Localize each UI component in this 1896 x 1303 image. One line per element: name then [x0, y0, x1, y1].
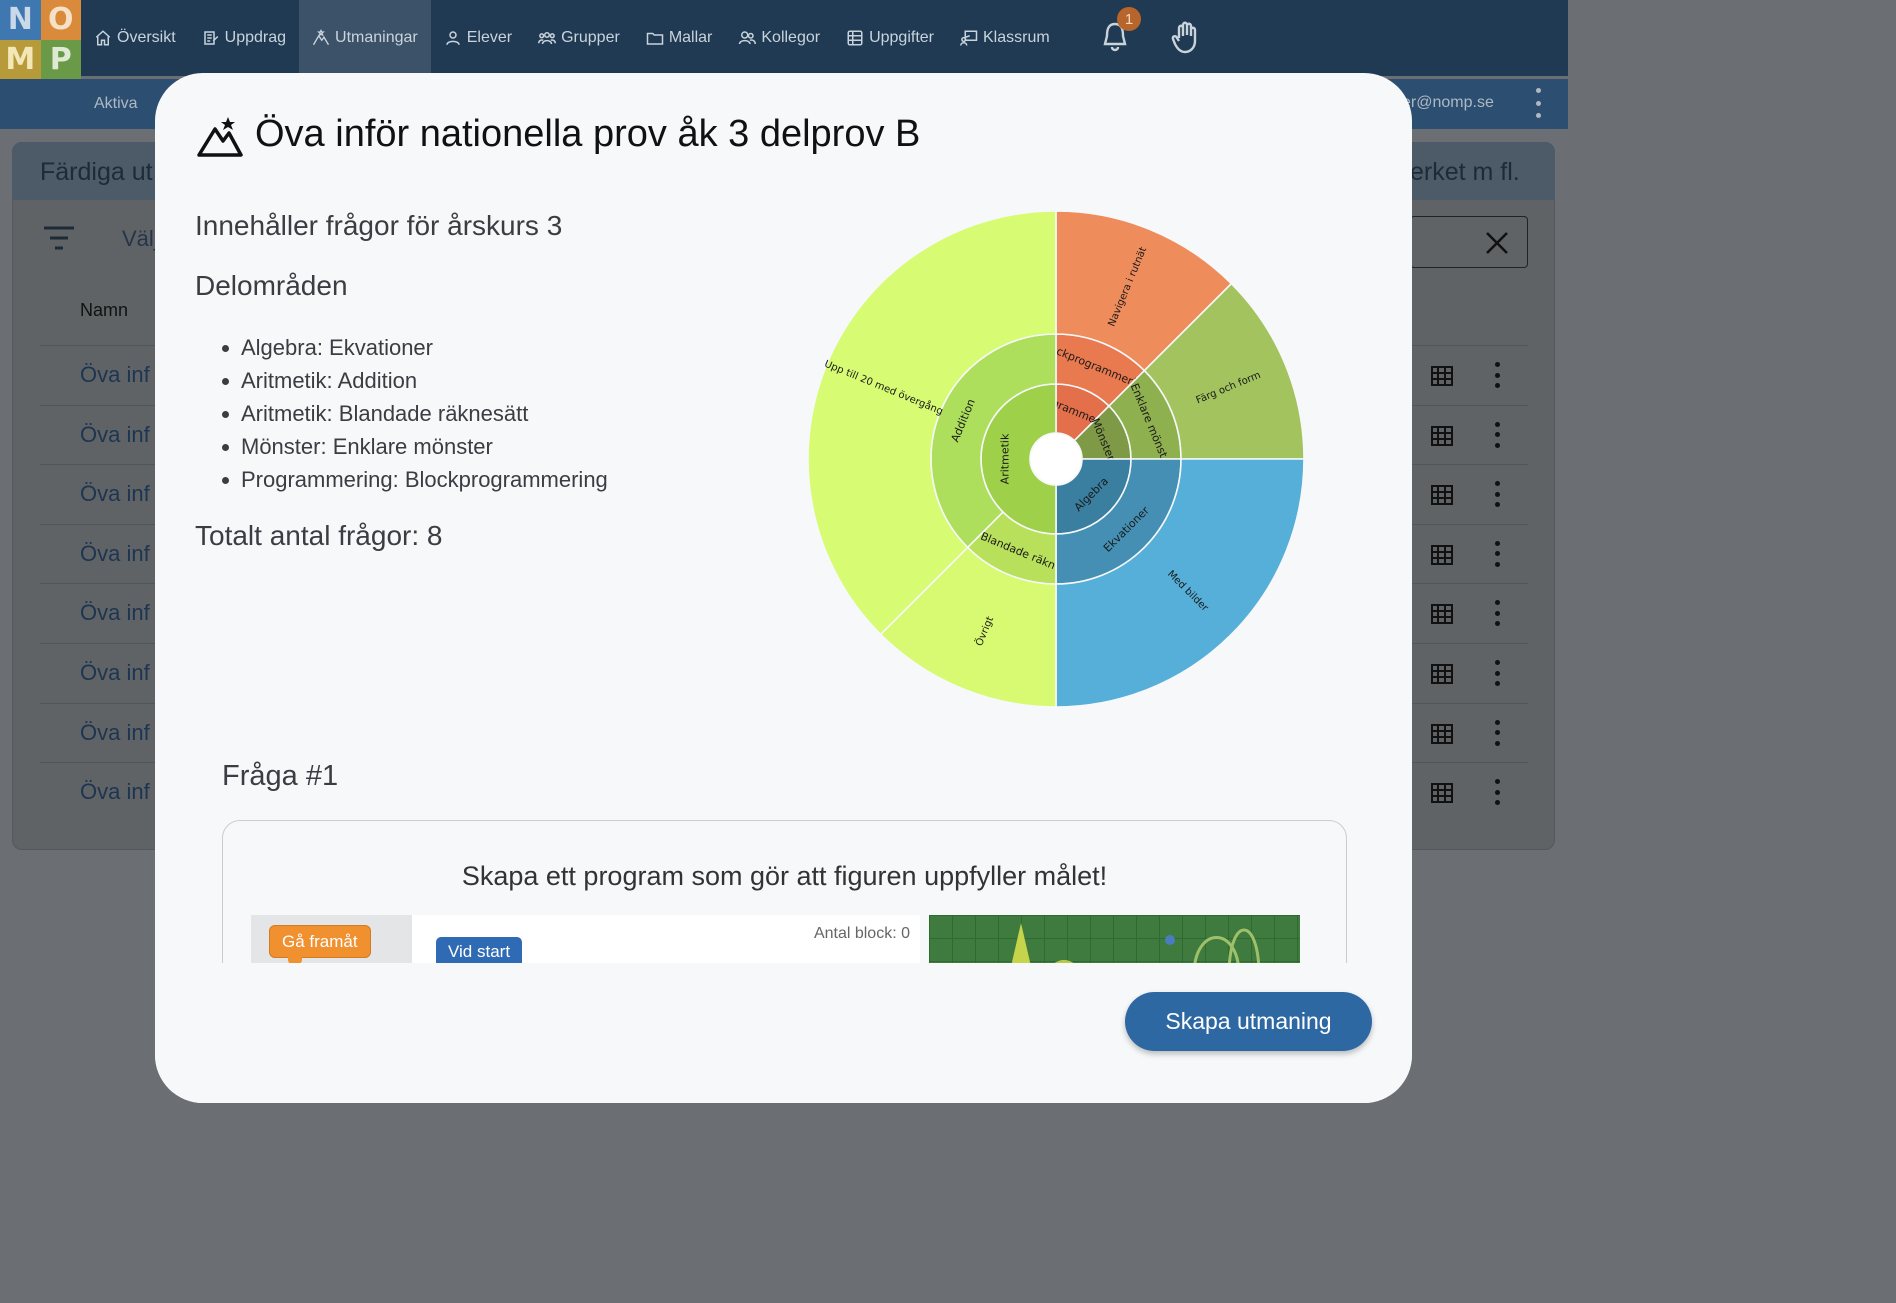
nav-item-uppdrag[interactable]: Uppdrag — [189, 0, 299, 76]
user-email[interactable]: er@nomp.se — [1402, 94, 1494, 111]
row-menu-icon[interactable] — [1495, 719, 1501, 746]
challenge-list-title: Färdiga ut — [40, 158, 153, 186]
row-menu-icon[interactable] — [1495, 540, 1501, 567]
table-icon[interactable] — [1431, 544, 1453, 565]
row-menu-icon[interactable] — [1495, 481, 1501, 508]
home-icon — [95, 30, 111, 46]
nav-item-label: Översikt — [117, 29, 176, 46]
notification-badge[interactable]: 1 — [1117, 7, 1141, 31]
assignment-icon — [203, 31, 218, 45]
sunburst-label: Aritmetik — [999, 433, 1012, 484]
nav-item-label: Utmaningar — [335, 29, 418, 46]
row-title[interactable]: Öva inf — [80, 540, 150, 566]
row-title[interactable]: Öva inf — [80, 362, 150, 387]
start-block[interactable]: Vid start — [436, 937, 523, 967]
table-icon[interactable] — [1431, 425, 1453, 446]
row-title[interactable]: Öva inf — [80, 600, 150, 626]
nav-item-label: Klassrum — [983, 29, 1050, 46]
search-field[interactable] — [1410, 216, 1528, 268]
dialog-title: Öva inför nationella prov åk 3 delprov B — [255, 113, 921, 155]
group-icon — [538, 32, 557, 45]
challenge-list-title-right: erket m fl. — [1410, 158, 1520, 186]
nav-item-label: Grupper — [561, 29, 620, 46]
nomp-logo[interactable]: N O M P — [0, 0, 81, 79]
row-title[interactable]: Öva inf — [80, 481, 150, 507]
nav-item-uppgifter[interactable]: Uppgifter — [833, 0, 947, 76]
close-icon[interactable] — [1485, 231, 1509, 255]
move-forward-block[interactable]: Gå framåt — [269, 925, 371, 964]
nav-item-oversikt[interactable]: Översikt — [81, 0, 189, 76]
list-item: Aritmetik: Blandade räknesätt — [222, 400, 608, 433]
folder-icon — [646, 32, 664, 45]
list-item: Programmering: Blockprogrammering — [222, 466, 608, 499]
table-icon[interactable] — [1431, 366, 1453, 386]
nav-item-mallar[interactable]: Mallar — [633, 0, 726, 76]
grade-text: Innehåller frågor för årskurs 3 — [195, 210, 563, 241]
logo-letter: P — [40, 39, 81, 79]
nav-item-label: Uppdrag — [224, 29, 287, 46]
table-icon[interactable] — [1431, 664, 1453, 684]
table-icon[interactable] — [1431, 783, 1453, 804]
total-questions: Totalt antal frågor: 8 — [195, 520, 443, 551]
list-item: Aritmetik: Addition — [222, 367, 608, 400]
sunburst-segment[interactable] — [807, 210, 1057, 636]
block-count: Antal block: 0 — [813, 925, 910, 942]
nav-item-label: Kollegor — [761, 29, 821, 46]
subareas-heading: Delområden — [195, 270, 348, 301]
nav-item-elever[interactable]: Elever — [431, 0, 525, 76]
row-menu-icon[interactable] — [1495, 779, 1501, 806]
question-heading: Fråga #1 — [222, 760, 339, 792]
tree-shape — [1009, 923, 1033, 975]
raise-hand-icon[interactable] — [1170, 20, 1202, 54]
column-header-name[interactable]: Namn — [80, 300, 129, 320]
table-icon[interactable] — [1431, 485, 1453, 506]
mountain-icon — [312, 29, 330, 46]
nav-item-grupper[interactable]: Grupper — [525, 0, 633, 76]
person-icon — [446, 31, 460, 45]
topic-sunburst-chart: ProgrammeringMönsterAlgebraAritmetikBloc… — [807, 210, 1305, 708]
nav-item-utmaningar[interactable]: Utmaningar — [299, 0, 431, 76]
tasks-icon — [847, 30, 863, 46]
table-icon[interactable] — [1431, 604, 1453, 625]
logo-letter: O — [40, 0, 81, 40]
list-item: Mönster: Enklare mönster — [222, 433, 608, 466]
row-menu-icon[interactable] — [1495, 362, 1501, 388]
nav-item-kollegor[interactable]: Kollegor — [725, 0, 833, 76]
target-marker — [1165, 935, 1175, 945]
colleagues-icon — [739, 31, 757, 45]
challenge-preview-dialog: Öva inför nationella prov åk 3 delprov B… — [155, 73, 1412, 1103]
row-title[interactable]: Öva inf — [80, 660, 150, 685]
filter-icon[interactable] — [44, 226, 74, 250]
main-nav: Översikt Uppdrag Utmaningar Elever Grupp… — [81, 0, 1063, 76]
row-title[interactable]: Öva inf — [80, 421, 150, 447]
top-navigation-bar — [0, 0, 1568, 76]
mountain-star-icon — [197, 117, 243, 157]
tab-aktiva[interactable]: Aktiva — [94, 95, 138, 112]
create-challenge-button[interactable]: Skapa utmaning — [1125, 992, 1372, 1051]
list-item: Algebra: Ekvationer — [222, 334, 608, 367]
row-menu-icon[interactable] — [1495, 600, 1501, 627]
logo-letter: N — [0, 0, 41, 40]
row-title[interactable]: Öva inf — [80, 779, 150, 805]
table-icon[interactable] — [1431, 723, 1453, 744]
subareas-list: Algebra: Ekvationer Aritmetik: Addition … — [222, 334, 608, 499]
classroom-icon — [960, 30, 978, 46]
row-title[interactable]: Öva inf — [80, 719, 150, 745]
nav-item-klassrum[interactable]: Klassrum — [947, 0, 1063, 76]
row-menu-icon[interactable] — [1495, 660, 1501, 686]
row-menu-icon[interactable] — [1495, 421, 1501, 448]
logo-letter: M — [0, 39, 41, 79]
more-menu-icon[interactable] — [1532, 88, 1544, 118]
question-text: Skapa ett program som gör att figuren up… — [461, 861, 1108, 891]
nav-item-label: Mallar — [668, 29, 713, 46]
filter-select-label[interactable]: Välj — [122, 226, 159, 251]
nav-item-label: Elever — [466, 29, 513, 46]
sunburst-segment[interactable] — [1055, 458, 1305, 708]
nav-item-label: Uppgifter — [869, 29, 934, 46]
sunburst-center — [1031, 434, 1081, 484]
